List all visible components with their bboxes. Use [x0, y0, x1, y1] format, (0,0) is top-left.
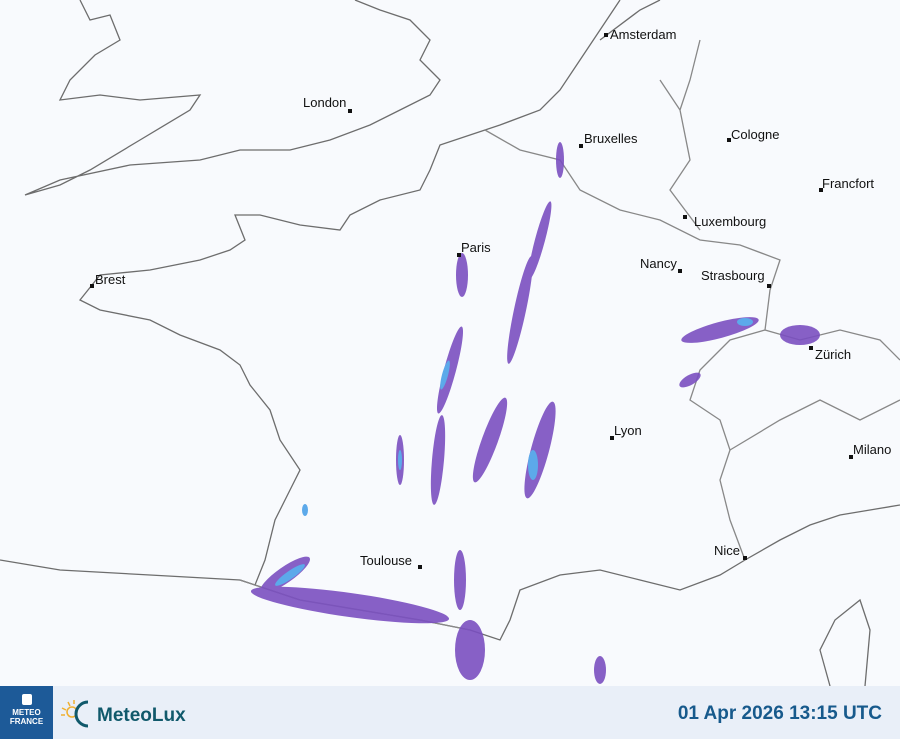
city-label: Paris — [461, 240, 491, 255]
city-label: Luxembourg — [694, 214, 767, 229]
city-label: Strasbourg — [701, 268, 765, 283]
city-marker — [678, 269, 682, 273]
coastline-netherlands — [599, 0, 661, 41]
city-marker — [457, 253, 461, 257]
radar-cell — [594, 656, 606, 684]
footer: METEO FRANCE MeteoLux 01 Apr 2026 13:15 U… — [0, 686, 900, 739]
border — [484, 129, 900, 361]
radar-cell — [454, 550, 466, 610]
radar-core — [398, 450, 402, 470]
city-marker — [849, 455, 853, 459]
radar-cell — [430, 415, 446, 505]
radar-cell — [436, 326, 464, 414]
radar-cell — [679, 372, 701, 388]
city-marker — [418, 565, 422, 569]
radar-cell — [524, 401, 556, 499]
city-marker — [348, 109, 352, 113]
city-label: Bruxelles — [584, 131, 638, 146]
radar-cell — [455, 620, 485, 680]
border — [689, 329, 766, 561]
border — [729, 399, 900, 451]
radar-core — [275, 564, 305, 586]
city-label: Nancy — [640, 256, 677, 271]
radar-cell — [456, 253, 468, 297]
sun-arc-icon — [61, 700, 89, 728]
city-label: Nice — [714, 543, 741, 558]
radar-core — [302, 504, 308, 516]
radar-core — [440, 360, 450, 390]
timestamp: 01 Apr 2026 13:15 UTC — [677, 703, 882, 724]
radar-cell — [507, 256, 533, 364]
city-marker — [767, 284, 771, 288]
radar-cell — [250, 586, 450, 624]
radar-cell — [681, 317, 759, 343]
radar-cell — [472, 397, 508, 483]
coastline-continent — [78, 0, 621, 586]
radar-cell — [780, 325, 820, 345]
radar-map[interactable]: Amsterdam London Bruxelles Cologne Franc… — [0, 0, 900, 686]
city-label: Lyon — [614, 423, 642, 438]
city-marker — [610, 436, 614, 440]
city-marker — [90, 284, 94, 288]
meteo-france-emblem-icon — [21, 694, 32, 705]
meteolux-wordmark: MeteoLux — [97, 705, 186, 726]
city-label: Brest — [95, 272, 126, 287]
radar-echoes — [250, 142, 820, 684]
coastline-mediterranean — [0, 504, 900, 641]
city-marker — [579, 144, 583, 148]
border — [659, 39, 701, 231]
city-label: Milano — [853, 442, 892, 457]
city-label: Zürich — [815, 347, 852, 362]
radar-core — [528, 450, 538, 480]
coastline-corsica — [819, 598, 871, 686]
city-marker — [683, 215, 687, 219]
city-label: Amsterdam — [610, 27, 677, 42]
radar-cell — [556, 142, 564, 178]
city-label: Toulouse — [360, 553, 413, 568]
city-marker — [819, 188, 823, 192]
city-label: Francfort — [822, 176, 875, 191]
meteolux-logo: MeteoLux — [60, 698, 186, 728]
coastline-britain — [24, 0, 441, 196]
radar-cell — [528, 201, 552, 279]
city-marker — [743, 556, 747, 560]
city-marker — [727, 138, 731, 142]
city-marker — [604, 33, 608, 37]
map-base — [0, 0, 900, 686]
city-marker — [809, 346, 813, 350]
meteo-france-logo: METEO FRANCE — [0, 686, 53, 739]
radar-core — [737, 318, 753, 326]
city-label: Cologne — [731, 127, 780, 142]
city-label: London — [303, 95, 347, 110]
